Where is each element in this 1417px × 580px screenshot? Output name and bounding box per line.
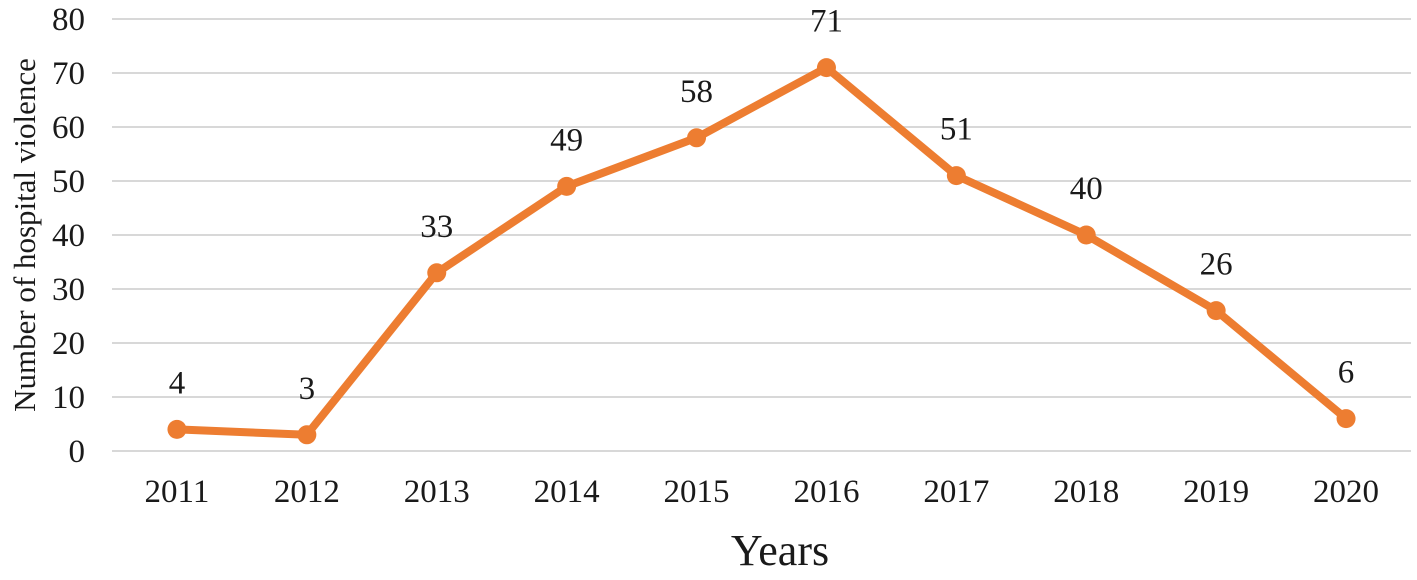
data-point-2012 (297, 425, 317, 445)
x-tick-2019: 2019 (1183, 474, 1249, 510)
data-line (172, 63, 1351, 439)
data-label-2011: 4 (169, 365, 186, 401)
x-tick-2013: 2013 (404, 474, 470, 510)
x-tick-2016: 2016 (793, 474, 859, 510)
x-tick-2012: 2012 (274, 474, 340, 510)
y-tick-80: 80 (52, 2, 85, 38)
data-point-2014 (557, 176, 577, 196)
x-tick-2014: 2014 (534, 474, 600, 510)
x-tick-2017: 2017 (923, 474, 989, 510)
x-axis-title: Years (730, 526, 830, 575)
data-point-2018 (1076, 225, 1096, 245)
data-label-2016: 71 (810, 4, 843, 40)
y-tick-60: 60 (52, 110, 85, 146)
data-point-2015 (687, 128, 707, 148)
data-point-2016 (816, 58, 836, 78)
x-tick-2011: 2011 (145, 474, 210, 510)
data-label-2018: 40 (1070, 171, 1103, 207)
data-point-2020 (1336, 409, 1356, 429)
data-point-2017 (946, 166, 966, 186)
data-label-2014: 49 (550, 122, 583, 158)
data-point-2011 (167, 419, 187, 439)
data-point-2019 (1206, 301, 1226, 321)
y-tick-20: 20 (52, 326, 85, 362)
y-tick-10: 10 (52, 380, 85, 416)
x-tick-2018: 2018 (1053, 474, 1119, 510)
data-label-2020: 6 (1338, 355, 1355, 391)
y-tick-0: 0 (69, 434, 86, 470)
data-label-2019: 26 (1200, 247, 1233, 283)
data-label-2015: 58 (680, 74, 713, 110)
x-tick-2015: 2015 (664, 474, 730, 510)
y-tick-70: 70 (52, 56, 85, 92)
x-tick-2020: 2020 (1313, 474, 1379, 510)
data-label-2017: 51 (940, 112, 973, 148)
data-label-2012: 3 (299, 371, 316, 407)
y-axis-title: Number of hospital violence (7, 58, 42, 412)
y-tick-50: 50 (52, 164, 85, 200)
y-tick-30: 30 (52, 272, 85, 308)
y-tick-40: 40 (52, 218, 85, 254)
data-label-2013: 33 (420, 209, 453, 245)
data-point-2013 (427, 263, 447, 283)
